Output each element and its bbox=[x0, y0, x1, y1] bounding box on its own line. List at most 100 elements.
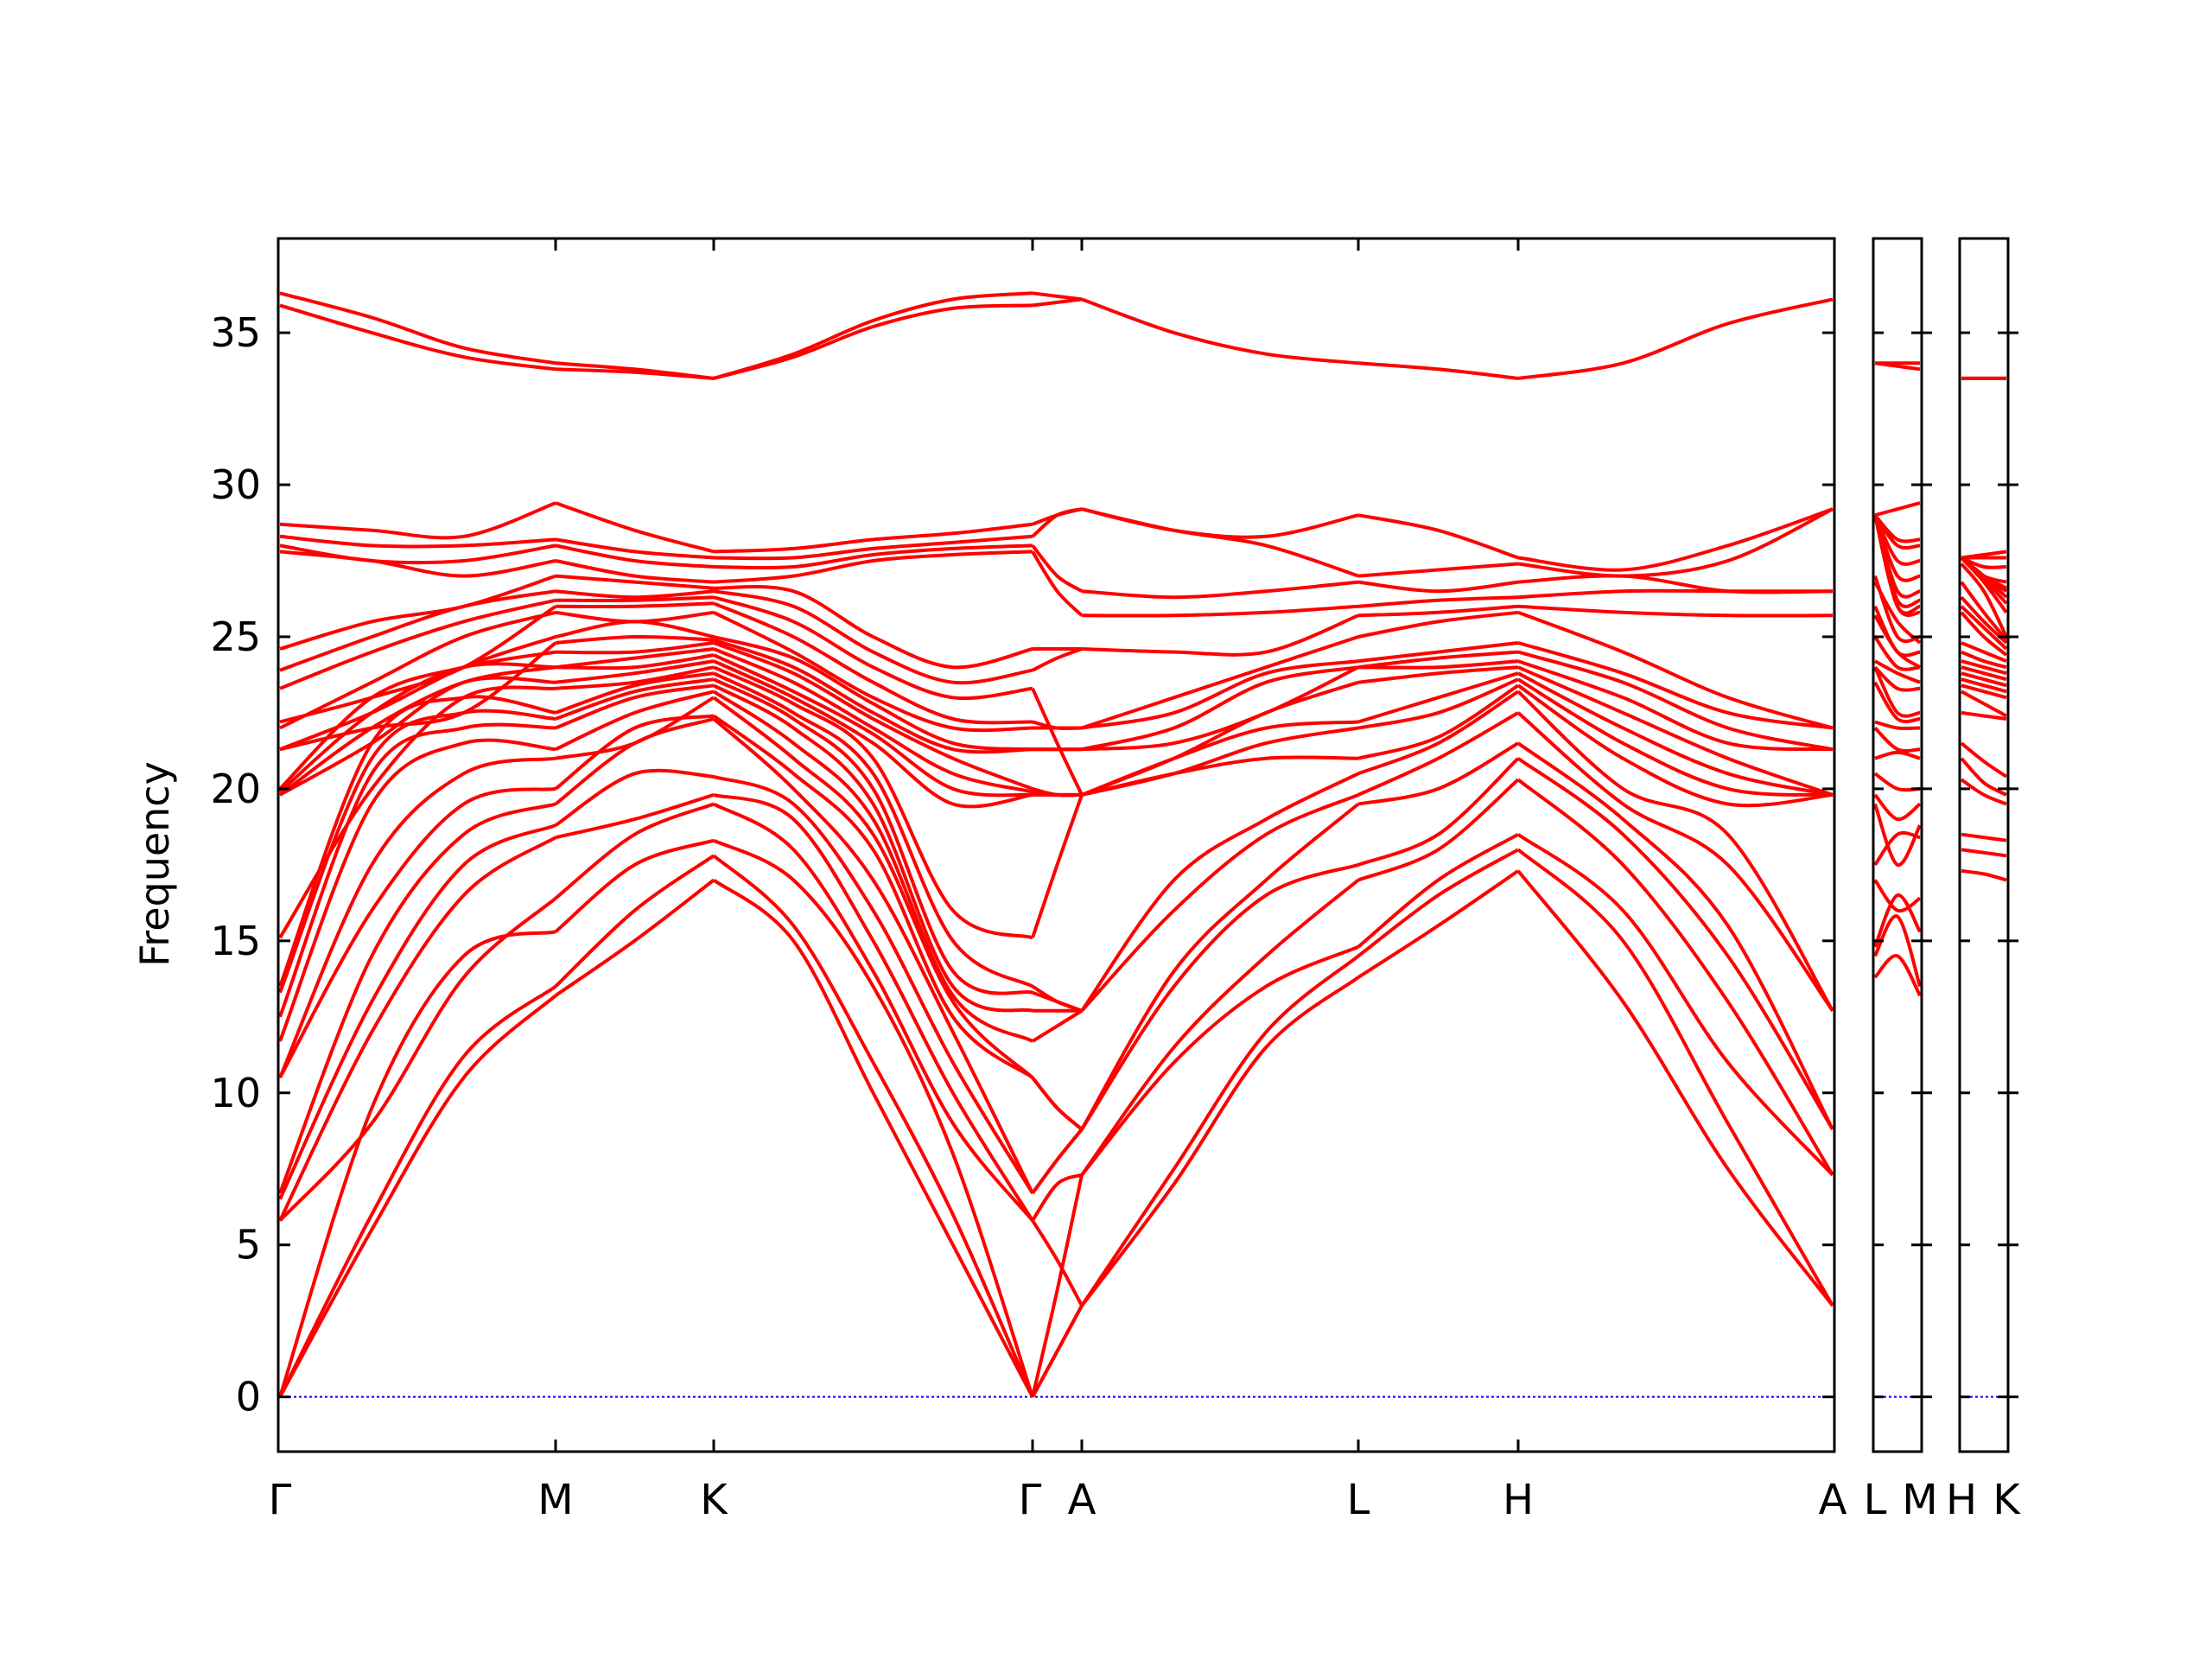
band-main-Γ-M-4 bbox=[278, 836, 557, 1222]
band-LM-L-M-17 bbox=[1873, 605, 1921, 658]
axis-ticks bbox=[278, 238, 2018, 1452]
band-main-Γ-M-18 bbox=[279, 641, 557, 752]
band-main-L-H-9 bbox=[1357, 677, 1519, 730]
band-main-M-K-2 bbox=[554, 838, 715, 933]
band-main-Γ-A-26 bbox=[1031, 544, 1084, 593]
ytick-label-30: 30 bbox=[210, 461, 261, 508]
band-main-K-Γ-5 bbox=[713, 774, 1034, 1194]
band-main-Γ-M-7 bbox=[278, 786, 556, 1079]
xtick-label-main-4: A bbox=[1068, 1476, 1096, 1524]
band-main-H-A-4 bbox=[1516, 757, 1834, 1131]
band-main-M-K-21 bbox=[555, 601, 715, 609]
band-main-Γ-A-4 bbox=[1031, 1173, 1083, 1222]
band-main-H-A-16 bbox=[1517, 604, 1834, 618]
band-main-H-A-5 bbox=[1516, 741, 1834, 1130]
xtick-label-main-6: H bbox=[1503, 1476, 1534, 1524]
band-main-Γ-M-11 bbox=[278, 709, 556, 994]
band-main-Γ-M-28 bbox=[279, 501, 556, 540]
band-main-A-L-17 bbox=[1081, 604, 1359, 618]
band-main-A-L-2 bbox=[1080, 945, 1359, 1177]
band-main-H-A-2 bbox=[1516, 833, 1834, 1177]
band-main-K-Γ-4 bbox=[713, 792, 1034, 1222]
band-main-Γ-A-6 bbox=[1031, 1128, 1084, 1195]
band-main-K-Γ-19 bbox=[713, 635, 1033, 752]
band-HK-H-K-0 bbox=[1961, 868, 2007, 882]
band-main-Γ-A-3 bbox=[1031, 1219, 1084, 1307]
band-HK-H-K-7 bbox=[1961, 690, 2007, 718]
band-main-K-Γ-17 bbox=[713, 641, 1033, 791]
band-LM-L-M-0 bbox=[1873, 954, 1922, 997]
band-LM-L-M-8 bbox=[1874, 750, 1921, 760]
band-LM-L-M-28 bbox=[1874, 501, 1921, 518]
band-main-A-L-3 bbox=[1080, 878, 1360, 1176]
band-HK-H-K-25 bbox=[1960, 556, 2007, 584]
band-HK-H-K-5 bbox=[1960, 741, 2008, 779]
band-main-Γ-M-13 bbox=[278, 685, 556, 939]
band-main-Γ-M-0 bbox=[278, 994, 557, 1398]
band-main-K-Γ-1 bbox=[712, 854, 1034, 1398]
band-LM-L-M-14 bbox=[1874, 659, 1921, 684]
band-HK-H-K-13 bbox=[1961, 650, 2007, 670]
band-main-K-Γ-18 bbox=[713, 638, 1033, 754]
band-main-M-K-10 bbox=[555, 683, 715, 730]
band-HK-H-K-3 bbox=[1960, 778, 2007, 806]
band-main-K-Γ-14 bbox=[713, 659, 1033, 809]
band-main-L-H-2 bbox=[1357, 832, 1519, 949]
band-main-H-A-19 bbox=[1517, 507, 1834, 578]
band-main-H-A-6 bbox=[1516, 711, 1834, 1012]
band-main-L-H-1 bbox=[1357, 848, 1519, 957]
panel-frame-main bbox=[276, 237, 1836, 1453]
band-main-L-H-0 bbox=[1357, 869, 1520, 979]
band-main-Γ-M-20 bbox=[279, 610, 556, 730]
band-main-M-K-28 bbox=[555, 501, 715, 554]
band-LM-L-M-13 bbox=[1873, 665, 1921, 692]
band-HK-H-K-6 bbox=[1961, 710, 2007, 721]
band-main-K-Γ-16 bbox=[713, 647, 1033, 794]
band-main-M-K-22 bbox=[555, 595, 715, 602]
band-main-A-L-6 bbox=[1080, 793, 1359, 1013]
band-main-K-Γ-22 bbox=[713, 595, 1033, 701]
band-main-M-K-1 bbox=[554, 854, 715, 988]
band-HK-H-K-14 bbox=[1961, 641, 2007, 663]
band-main-M-K-12 bbox=[555, 671, 715, 715]
band-main-Γ-M-27 bbox=[279, 534, 556, 549]
band-main-K-Γ-29 bbox=[713, 303, 1033, 380]
band-LM-L-M-9 bbox=[1873, 727, 1921, 753]
band-main-Γ-A-22 bbox=[1031, 687, 1084, 796]
band-main-M-K-8 bbox=[555, 696, 715, 760]
band-main-Γ-A-21 bbox=[1032, 720, 1083, 731]
band-LM-L-M-15 bbox=[1873, 635, 1921, 671]
band-main-K-Γ-25 bbox=[713, 550, 1033, 584]
panel-frame-LM bbox=[1872, 237, 1923, 1453]
band-main-Γ-M-1 bbox=[278, 985, 557, 1398]
band-main-Γ-A-12 bbox=[1031, 984, 1083, 1013]
band-main-H-A-3 bbox=[1516, 778, 1834, 1176]
xtick-label-main-3: Γ bbox=[1019, 1476, 1042, 1524]
band-main-L-H-13 bbox=[1357, 650, 1519, 670]
band-LM-L-M-7 bbox=[1873, 772, 1921, 792]
band-main-M-K-13 bbox=[555, 665, 715, 690]
band-main-M-K-9 bbox=[555, 690, 715, 752]
xtick-label-main-0: Γ bbox=[269, 1476, 292, 1524]
band-main-A-L-15 bbox=[1081, 635, 1359, 730]
band-main-L-H-14 bbox=[1357, 641, 1519, 664]
band-HK-H-K-9 bbox=[1961, 677, 2007, 694]
band-main-Γ-M-26 bbox=[279, 543, 556, 565]
band-main-L-H-4 bbox=[1357, 757, 1520, 867]
band-main-A-L-5 bbox=[1080, 802, 1360, 1131]
band-main-K-Γ-7 bbox=[712, 714, 1034, 1079]
xtick-label-main-1: M bbox=[537, 1476, 573, 1524]
band-main-L-H-3 bbox=[1357, 778, 1520, 882]
band-main-M-K-4 bbox=[555, 792, 715, 840]
band-main-A-L-16 bbox=[1081, 613, 1359, 657]
band-main-H-A-11 bbox=[1517, 665, 1834, 797]
panel-frame-HK bbox=[1958, 237, 2010, 1453]
band-HK-H-K-19 bbox=[1960, 563, 2008, 638]
band-main-Γ-M-22 bbox=[279, 598, 556, 690]
band-main-M-K-23 bbox=[555, 589, 715, 600]
band-main-Γ-A-13 bbox=[1031, 794, 1084, 938]
xtick-label-LM-1: M bbox=[1902, 1476, 1937, 1524]
band-main-A-L-9 bbox=[1081, 726, 1359, 797]
band-main-M-K-17 bbox=[555, 641, 715, 655]
band-main-L-H-6 bbox=[1357, 711, 1519, 797]
